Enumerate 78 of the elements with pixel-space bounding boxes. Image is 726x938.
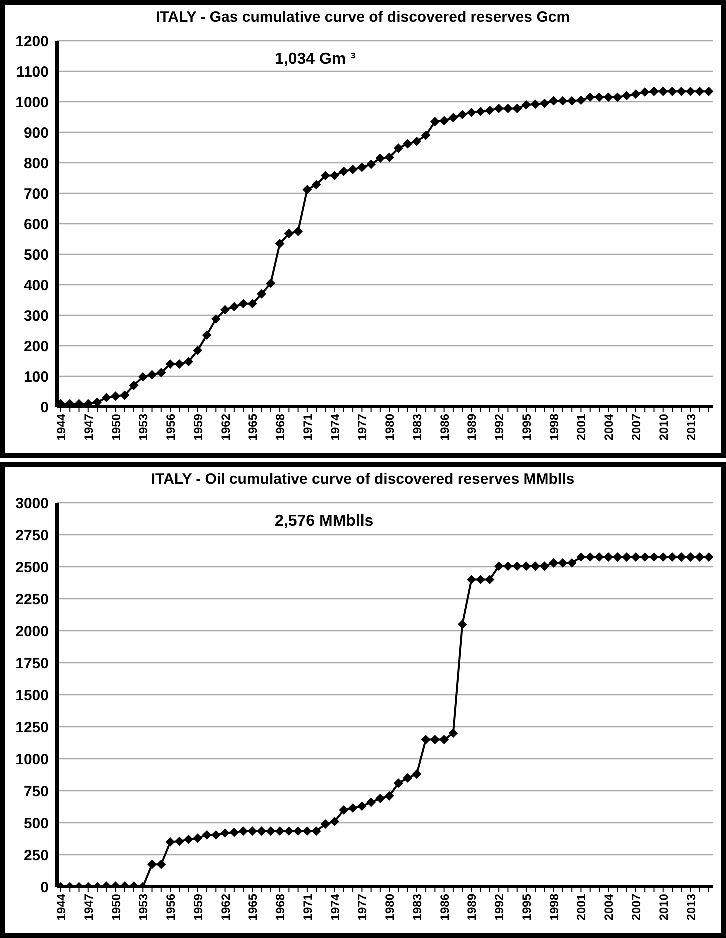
y-tick-label: 500: [24, 246, 49, 264]
x-tick-label: 1968: [274, 414, 288, 441]
x-tick-label: 1989: [465, 894, 480, 921]
y-tick-label: 800: [24, 155, 49, 172]
y-tick-label: 1100: [16, 64, 49, 81]
y-tick-label: 400: [24, 277, 49, 294]
x-tick-label: 1986: [438, 894, 452, 921]
x-tick-label: 1959: [191, 894, 206, 921]
y-tick-label: 750: [24, 783, 49, 800]
x-tick-label: 2013: [684, 894, 698, 921]
x-tick-label: 2001: [574, 894, 589, 921]
y-tick-label: 100: [24, 368, 49, 386]
x-tick-label: 1944: [54, 894, 69, 921]
x-tick-label: 1947: [82, 414, 96, 441]
x-tick-label: 1998: [547, 894, 562, 921]
x-tick-label: 1980: [383, 894, 398, 921]
x-tick-label: 1965: [246, 414, 260, 441]
x-tick-label: 2001: [574, 414, 589, 441]
x-tick-label: 1980: [383, 414, 398, 441]
x-tick-label: 1962: [218, 414, 233, 441]
y-tick-label: 0: [40, 879, 49, 896]
y-tick-label: 200: [24, 338, 49, 356]
y-tick-label: 0: [40, 399, 49, 416]
y-tick-label: 1750: [16, 655, 49, 672]
y-tick-label: 1500: [16, 687, 49, 704]
x-tick-label: 1947: [82, 894, 96, 921]
x-tick-label: 1962: [218, 894, 233, 921]
y-tick-label: 250: [24, 847, 49, 864]
x-tick-label: 2010: [656, 414, 671, 441]
y-tick-label: 2500: [16, 559, 49, 576]
x-tick-label: 1956: [164, 894, 178, 921]
x-tick-label: 1944: [54, 414, 69, 441]
x-tick-label: 2007: [630, 414, 644, 441]
x-tick-label: 1989: [465, 414, 480, 441]
y-tick-label: 2000: [16, 623, 49, 640]
x-tick-label: 1977: [356, 894, 370, 921]
x-tick-label: 1974: [328, 894, 342, 921]
x-tick-label: 1974: [328, 414, 342, 441]
x-tick-label: 1977: [356, 414, 370, 441]
y-tick-label: 1200: [16, 33, 49, 50]
y-tick-label: 700: [24, 186, 49, 203]
chart-title: ITALY - Oil cumulative curve of discovered reserves MMblls: [150, 471, 576, 488]
chart-title: ITALY - Gas cumulative curve of discovered reserves Gcm: [154, 9, 572, 26]
x-tick-label: 2004: [602, 894, 616, 921]
annotation: 2,576 MMblls: [275, 513, 374, 531]
x-tick-label: 1968: [274, 894, 288, 921]
x-tick-label: 2004: [602, 414, 616, 441]
y-tick-label: 3000: [16, 495, 49, 512]
x-tick-label: 1983: [410, 414, 424, 441]
x-tick-label: 1971: [300, 894, 315, 921]
x-tick-label: 1998: [547, 414, 562, 441]
x-tick-label: 1959: [191, 414, 206, 441]
x-tick-label: 1986: [438, 414, 452, 441]
y-tick-label: 1000: [16, 94, 49, 112]
x-tick-label: 1971: [300, 414, 315, 441]
x-tick-label: 1965: [246, 894, 260, 921]
x-tick-label: 1995: [520, 414, 534, 441]
x-tick-label: 1953: [136, 414, 151, 441]
x-tick-label: 1950: [109, 894, 124, 921]
y-tick-label: 1000: [16, 751, 49, 768]
x-tick-label: 2007: [630, 894, 644, 921]
y-tick-label: 300: [24, 308, 49, 325]
x-tick-label: 1953: [136, 894, 151, 921]
y-tick-label: 2750: [16, 527, 49, 544]
x-tick-label: 1995: [520, 894, 534, 921]
y-tick-label: 900: [24, 124, 49, 142]
x-tick-label: 2013: [684, 414, 698, 441]
y-tick-label: 600: [24, 216, 49, 234]
y-tick-label: 500: [24, 815, 49, 832]
x-tick-label: 2010: [656, 894, 671, 921]
annotation: 1,034 Gm ³: [275, 51, 356, 69]
x-tick-label: 1992: [492, 894, 507, 921]
y-tick-label: 2250: [16, 591, 49, 608]
y-tick-label: 1250: [16, 719, 49, 736]
x-tick-label: 1950: [109, 414, 124, 441]
x-tick-label: 1956: [164, 414, 178, 441]
x-tick-label: 1992: [492, 414, 507, 441]
x-tick-label: 1983: [410, 894, 424, 921]
